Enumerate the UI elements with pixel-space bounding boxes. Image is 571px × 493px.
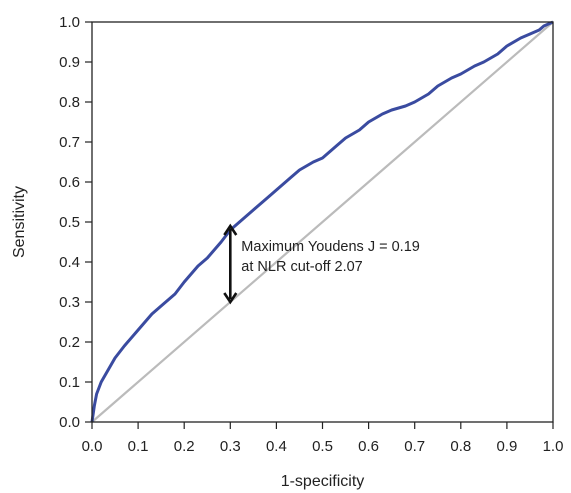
- x-tick-label: 0.8: [450, 438, 471, 455]
- annotation-line-2: at NLR cut-off 2.07: [241, 259, 362, 275]
- x-tick-label: 0.9: [496, 438, 517, 455]
- arrow-head-top: [223, 223, 238, 236]
- x-tick-label: 0.2: [174, 438, 195, 455]
- annotation-line-1: Maximum Youdens J = 0.19: [241, 239, 420, 255]
- chance-line: [91, 21, 554, 423]
- x-tick-label: 0.1: [128, 438, 149, 455]
- x-tick-label: 0.5: [312, 438, 333, 455]
- roc-curve: [90, 20, 554, 423]
- x-tick-label: 0.6: [358, 438, 379, 455]
- y-tick-label: 0.8: [59, 94, 80, 111]
- x-axis-title: 1-specificity: [281, 473, 365, 490]
- y-tick-label: 0.0: [59, 414, 80, 431]
- y-tick-label: 0.7: [59, 134, 80, 151]
- x-tick-label: 1.0: [543, 438, 564, 455]
- chance-line-group: [91, 21, 554, 423]
- y-axis-ticks: 0.0 0.1 0.2 0.3 0.4 0.5 0.6 0.7 0.8 0.9 1.0: [59, 14, 92, 431]
- x-tick-label: 0.3: [220, 438, 241, 455]
- y-axis-title: Sensitivity: [11, 186, 28, 258]
- youden-arrow-group: [223, 223, 238, 305]
- x-axis-ticks: 0.0 0.1 0.2 0.3 0.4 0.5 0.6 0.7 0.8 0.9 1.0: [82, 422, 564, 455]
- x-tick-label: 0.7: [404, 438, 425, 455]
- y-tick-label: 0.2: [59, 334, 80, 351]
- arrow-head-bottom: [223, 292, 238, 305]
- x-tick-label: 0.0: [82, 438, 103, 455]
- y-tick-label: 0.5: [59, 214, 80, 231]
- y-tick-label: 0.4: [59, 254, 80, 271]
- roc-curve-group: [90, 20, 554, 423]
- y-tick-label: 0.6: [59, 174, 80, 191]
- y-tick-label: 0.9: [59, 54, 80, 71]
- y-tick-label: 1.0: [59, 14, 80, 31]
- y-tick-label: 0.3: [59, 294, 80, 311]
- x-tick-label: 0.4: [266, 438, 287, 455]
- y-tick-label: 0.1: [59, 374, 80, 391]
